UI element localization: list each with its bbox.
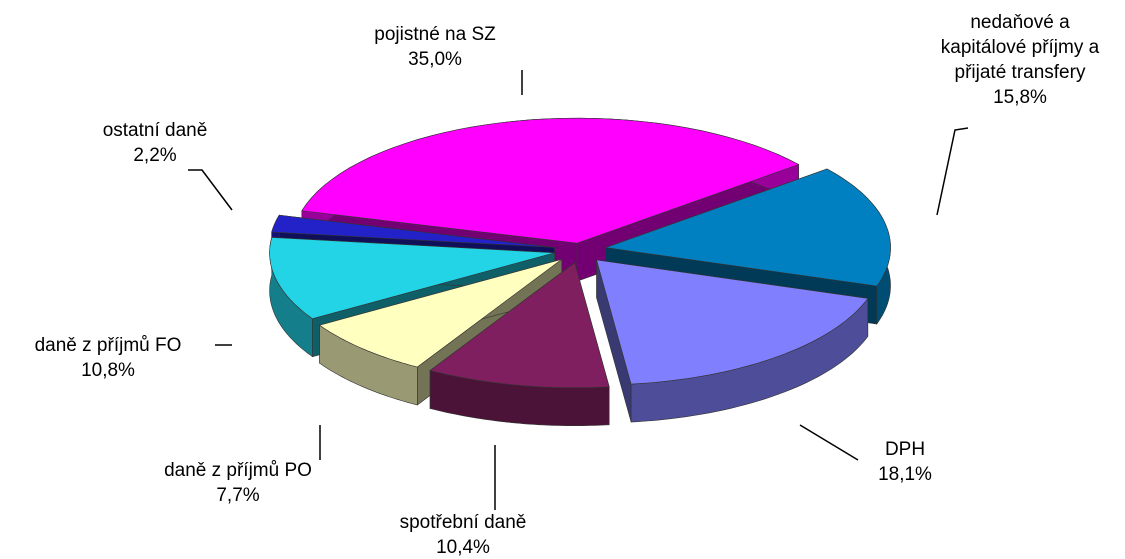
pie-slice <box>301 117 800 244</box>
slice-label: ostatní daně 2,2% <box>65 118 245 168</box>
slice-label: DPH 18,1% <box>845 437 965 487</box>
category-label: nedaňové a kapitálové příjmy a přijaté t… <box>940 12 1100 83</box>
leader-line <box>936 127 969 216</box>
category-label: daně z příjmů FO <box>34 335 182 356</box>
category-label: daně z příjmů PO <box>164 460 312 481</box>
value-label: 10,8% <box>81 360 135 381</box>
pie-slice <box>605 168 891 287</box>
pie-slice <box>596 259 869 385</box>
slice-label: daně z příjmů PO 7,7% <box>118 458 358 508</box>
slice-label: spotřební daně 10,4% <box>363 510 563 559</box>
category-label: pojistné na SZ <box>374 24 496 45</box>
category-label: DPH <box>884 439 926 460</box>
pie-slice <box>318 259 562 368</box>
value-label: 2,2% <box>133 145 177 166</box>
pie-slice <box>271 214 555 248</box>
value-label: 35,0% <box>408 49 462 70</box>
value-label: 15,8% <box>993 87 1047 108</box>
leader-line <box>799 424 859 461</box>
pie-slice <box>269 237 555 320</box>
value-label: 7,7% <box>216 485 260 506</box>
pie-slice <box>429 262 610 388</box>
value-label: 18,1% <box>878 464 932 485</box>
leader-line <box>188 169 233 211</box>
category-label: ostatní daně <box>102 120 208 141</box>
value-label: 10,4% <box>436 537 490 558</box>
slice-label: pojistné na SZ 35,0% <box>325 22 545 72</box>
slice-label: daně z příjmů FO 10,8% <box>0 333 223 383</box>
category-label: spotřební daně <box>399 512 527 533</box>
slice-label: nedaňové a kapitálové příjmy a přijaté t… <box>905 10 1125 110</box>
